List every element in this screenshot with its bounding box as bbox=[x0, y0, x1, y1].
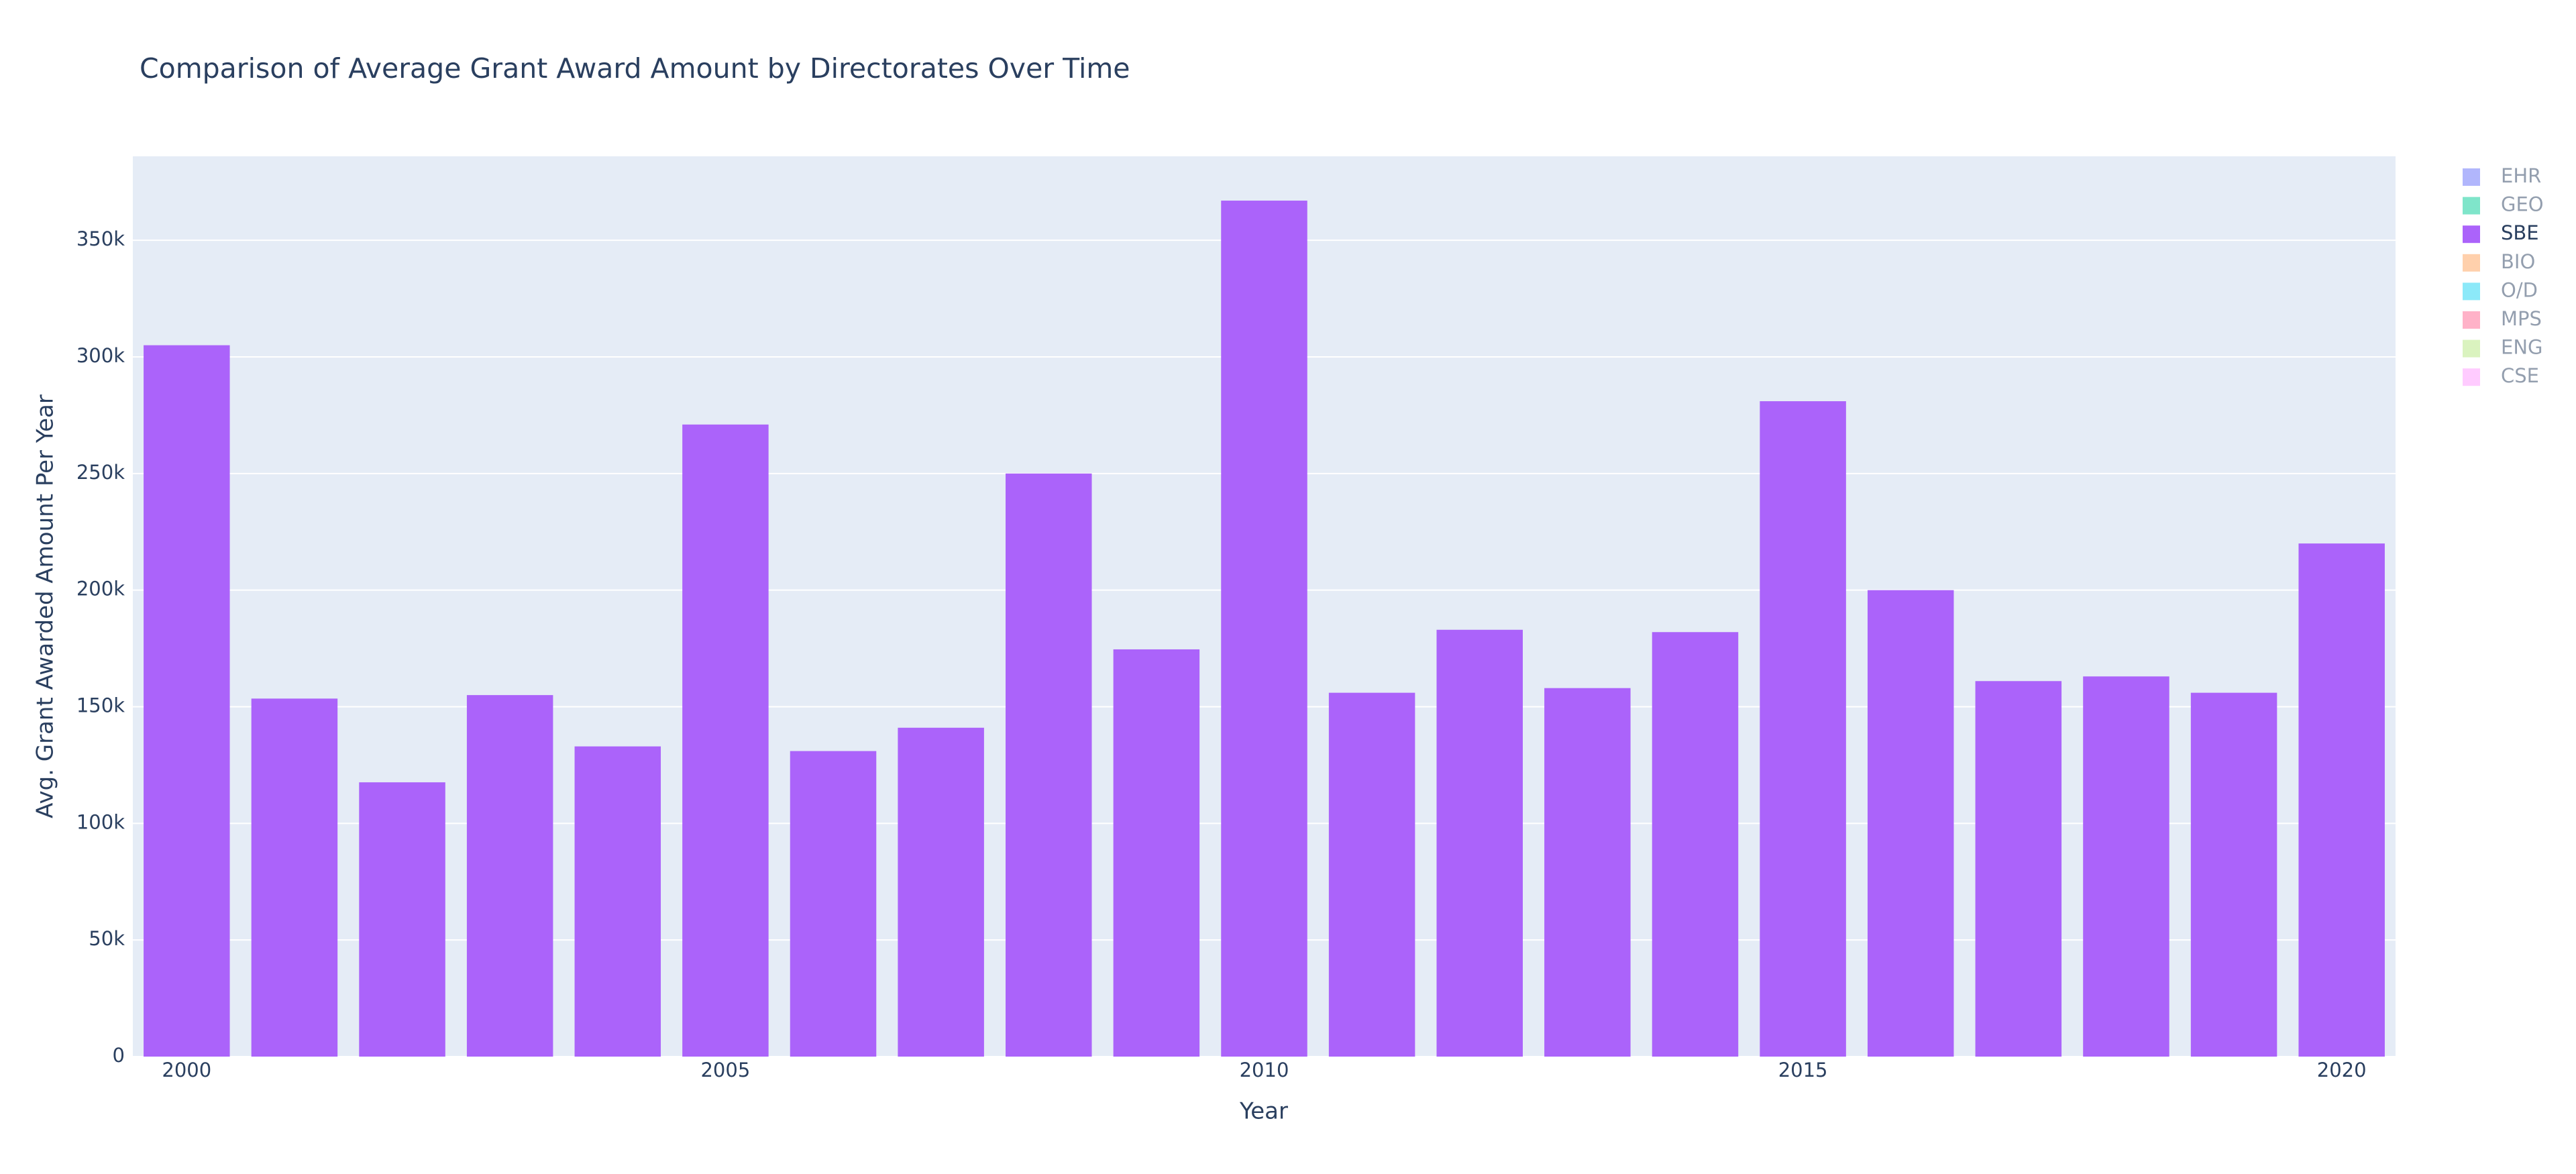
y-axis-title: Avg. Grant Awarded Amount Per Year bbox=[32, 394, 59, 818]
legend-swatch[interactable] bbox=[2463, 197, 2480, 215]
bar bbox=[144, 345, 230, 1057]
legend-label[interactable]: MPS bbox=[2501, 307, 2542, 330]
chart-title: Comparison of Average Grant Award Amount… bbox=[140, 52, 1130, 85]
bar bbox=[1221, 201, 1307, 1057]
legend-swatch[interactable] bbox=[2463, 368, 2480, 386]
x-tick-label: 2005 bbox=[700, 1059, 750, 1081]
x-tick-label: 2020 bbox=[2317, 1059, 2367, 1081]
bar bbox=[1652, 632, 1739, 1057]
bar bbox=[2190, 692, 2277, 1057]
legend-label[interactable]: EHR bbox=[2501, 164, 2541, 187]
legend-label[interactable]: BIO bbox=[2501, 250, 2535, 273]
x-tick-label: 2015 bbox=[1778, 1059, 1828, 1081]
y-tick-label: 300k bbox=[76, 344, 125, 367]
y-tick-label: 250k bbox=[76, 461, 125, 484]
legend-swatch[interactable] bbox=[2463, 311, 2480, 329]
legend-swatch[interactable] bbox=[2463, 168, 2480, 186]
legend-swatch[interactable] bbox=[2463, 282, 2480, 301]
bar bbox=[1328, 692, 1415, 1057]
bar bbox=[1436, 629, 1523, 1057]
bar bbox=[1760, 401, 1846, 1057]
y-tick-label: 100k bbox=[76, 810, 125, 833]
bar bbox=[359, 782, 445, 1057]
bar bbox=[1544, 688, 1631, 1057]
x-tick-label: 2000 bbox=[162, 1059, 211, 1081]
legend-swatch[interactable] bbox=[2463, 225, 2480, 244]
legend-label[interactable]: O/D bbox=[2501, 278, 2538, 301]
bar bbox=[1113, 649, 1200, 1057]
legend-label[interactable]: SBE bbox=[2501, 221, 2539, 244]
legend-swatch[interactable] bbox=[2463, 339, 2480, 358]
y-tick-label: 200k bbox=[76, 578, 125, 600]
bar bbox=[251, 698, 338, 1057]
legend-label[interactable]: CSE bbox=[2501, 364, 2539, 387]
bar bbox=[1975, 681, 2062, 1057]
bar bbox=[790, 751, 877, 1057]
bar bbox=[1006, 473, 1092, 1057]
legend-label[interactable]: ENG bbox=[2501, 336, 2543, 359]
bar bbox=[574, 746, 661, 1057]
legend-label[interactable]: GEO bbox=[2501, 193, 2544, 216]
y-tick-label: 0 bbox=[113, 1044, 125, 1067]
bar bbox=[466, 695, 553, 1057]
bar bbox=[2298, 543, 2385, 1057]
bar bbox=[898, 727, 984, 1057]
y-tick-label: 50k bbox=[89, 927, 125, 950]
legend-swatch[interactable] bbox=[2463, 254, 2480, 272]
y-tick-label: 350k bbox=[76, 227, 125, 250]
x-tick-label: 2010 bbox=[1240, 1059, 1289, 1081]
bar bbox=[2083, 676, 2169, 1057]
y-tick-label: 150k bbox=[76, 694, 125, 716]
x-axis-title: Year bbox=[1239, 1098, 1288, 1125]
bar bbox=[682, 424, 769, 1057]
bar bbox=[1867, 590, 1954, 1057]
